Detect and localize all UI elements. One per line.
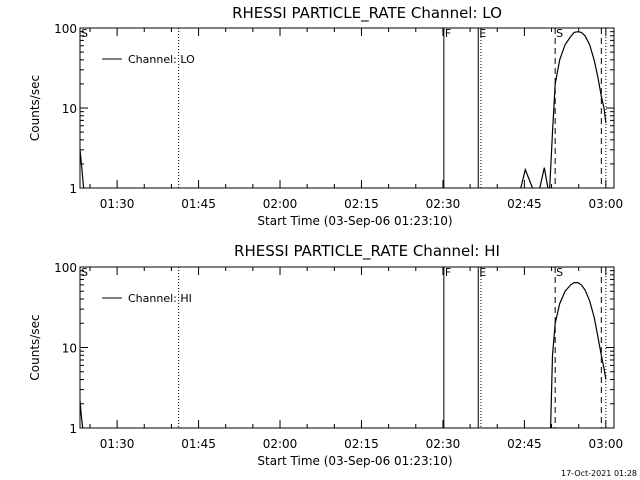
- x-tick-label: 02:45: [507, 437, 542, 451]
- x-tick-label: 02:30: [426, 437, 461, 451]
- x-tick-label: 01:30: [100, 437, 135, 451]
- y-tick-label: 10: [62, 102, 77, 116]
- y-tick-label: 100: [54, 261, 77, 275]
- series-line: [520, 167, 534, 189]
- x-tick-label: 02:15: [344, 437, 379, 451]
- legend-label: Channel: LO: [128, 53, 195, 66]
- x-tick-label: 03:00: [589, 437, 624, 451]
- series-line: [79, 149, 85, 189]
- y-axis-label: Counts/sec: [28, 75, 42, 141]
- series-line: [79, 400, 84, 429]
- flag-label: F: [445, 266, 451, 279]
- flag-label: E: [479, 27, 486, 40]
- footer-timestamp: 17-Oct-2021 01:28: [561, 469, 637, 478]
- flag-label: F: [445, 27, 451, 40]
- x-tick-label: 02:45: [507, 197, 542, 211]
- flag-label: E: [479, 266, 486, 279]
- x-tick-label: 02:00: [263, 437, 298, 451]
- series-line: [539, 167, 549, 189]
- series-line: [549, 31, 607, 189]
- chart-panel-1: RHESSI PARTICLE_RATE Channel: LO 1 10 100 Co…: [28, 4, 623, 228]
- x-axis-label: Start Time (03-Sep-06 01:23:10): [257, 214, 452, 228]
- chart-title: RHESSI PARTICLE_RATE Channel: LO: [232, 4, 502, 23]
- y-tick-label: 1: [69, 422, 77, 436]
- x-tick-label: 01:30: [100, 197, 135, 211]
- x-axis-label: Start Time (03-Sep-06 01:23:10): [257, 454, 452, 468]
- series-line: [550, 282, 607, 429]
- flag-label: S: [81, 27, 88, 40]
- y-tick-label: 1: [69, 182, 77, 196]
- flag-label: S: [81, 266, 88, 279]
- flag-label: S: [556, 27, 563, 40]
- x-tick-label: 03:00: [589, 197, 624, 211]
- chart-title: RHESSI PARTICLE_RATE Channel: HI: [234, 242, 500, 261]
- x-tick-label: 02:00: [263, 197, 298, 211]
- y-tick-label: 100: [54, 22, 77, 36]
- chart-panel-2: RHESSI PARTICLE_RATE Channel: HI 1 10 100 Co…: [28, 242, 623, 468]
- y-axis-label: Counts/sec: [28, 314, 42, 380]
- legend-label: Channel: HI: [128, 292, 192, 305]
- plot-frame: [79, 27, 615, 189]
- flag-label: S: [556, 266, 563, 279]
- x-tick-label: 02:30: [426, 197, 461, 211]
- x-tick-label: 02:15: [344, 197, 379, 211]
- y-tick-label: 10: [62, 342, 77, 356]
- x-tick-label: 01:45: [181, 437, 216, 451]
- x-tick-label: 01:45: [181, 197, 216, 211]
